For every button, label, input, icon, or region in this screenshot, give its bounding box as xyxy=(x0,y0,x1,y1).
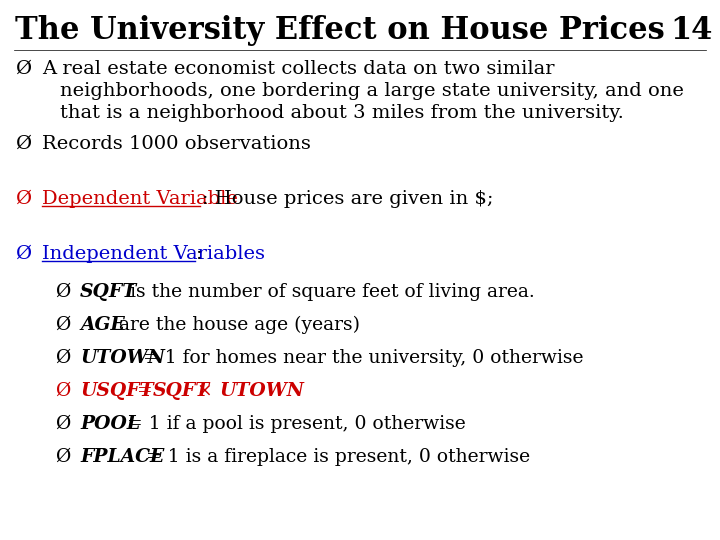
Text: SQFT: SQFT xyxy=(80,283,138,301)
Text: Ø: Ø xyxy=(15,135,31,153)
Text: is the number of square feet of living area.: is the number of square feet of living a… xyxy=(124,283,535,301)
Text: UTOWN: UTOWN xyxy=(80,349,165,367)
Text: = 1 for homes near the university, 0 otherwise: = 1 for homes near the university, 0 oth… xyxy=(137,349,583,367)
Text: Ø: Ø xyxy=(15,60,31,78)
Text: : House prices are given in $;: : House prices are given in $; xyxy=(202,190,493,208)
Text: Ø: Ø xyxy=(55,283,71,301)
Text: POOL: POOL xyxy=(80,415,140,433)
Text: Ø: Ø xyxy=(55,316,71,334)
Text: Records 1000 observations: Records 1000 observations xyxy=(42,135,311,153)
Text: neighborhoods, one bordering a large state university, and one: neighborhoods, one bordering a large sta… xyxy=(60,82,684,100)
Text: Ø: Ø xyxy=(55,415,71,433)
Text: AGE: AGE xyxy=(80,316,125,334)
Text: that is a neighborhood about 3 miles from the university.: that is a neighborhood about 3 miles fro… xyxy=(60,104,624,122)
Text: ×: × xyxy=(191,382,219,400)
Text: The University Effect on House Prices: The University Effect on House Prices xyxy=(15,15,665,46)
Text: UTOWN: UTOWN xyxy=(219,382,304,400)
Text: Ø: Ø xyxy=(15,190,31,208)
Text: = 1 if a pool is present, 0 otherwise: = 1 if a pool is present, 0 otherwise xyxy=(121,415,466,433)
Text: Ø: Ø xyxy=(15,245,31,263)
Text: A real estate economist collects data on two similar: A real estate economist collects data on… xyxy=(42,60,554,78)
Text: :: : xyxy=(196,245,202,263)
Text: are the house age (years): are the house age (years) xyxy=(113,316,360,334)
Text: = 1 is a fireplace is present, 0 otherwise: = 1 is a fireplace is present, 0 otherwi… xyxy=(140,448,530,466)
Text: SQFT: SQFT xyxy=(153,382,210,400)
Text: FPLACE: FPLACE xyxy=(80,448,164,466)
Text: Ø: Ø xyxy=(55,382,71,400)
Text: =: = xyxy=(131,382,158,400)
Text: Independent Variables: Independent Variables xyxy=(42,245,265,263)
Text: 14: 14 xyxy=(670,15,712,46)
Text: Ø: Ø xyxy=(55,349,71,367)
Text: Ø: Ø xyxy=(55,448,71,466)
Text: USQFT: USQFT xyxy=(80,382,153,400)
Text: Dependent Variable: Dependent Variable xyxy=(42,190,238,208)
